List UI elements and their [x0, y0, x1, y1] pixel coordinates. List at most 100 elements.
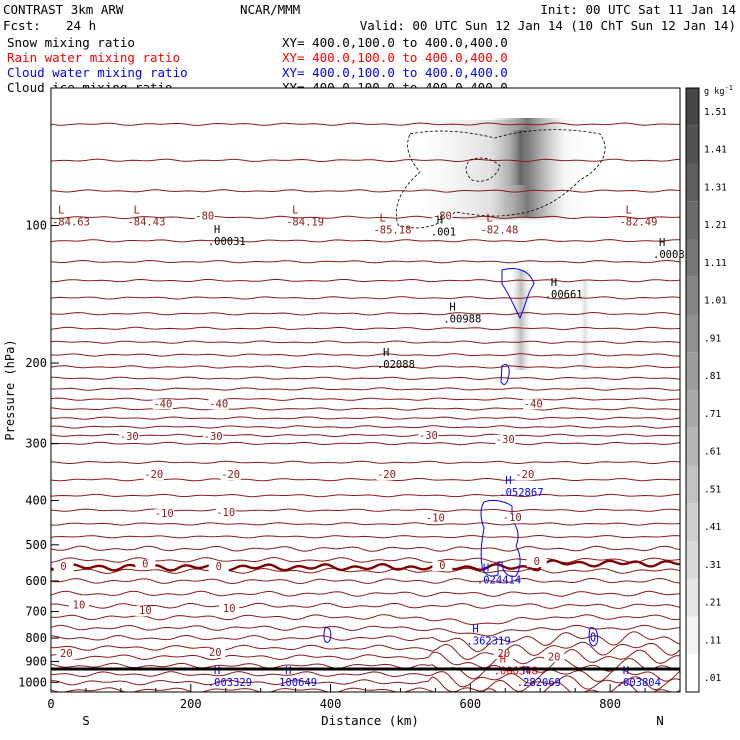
isotherm	[51, 508, 680, 512]
extremum-marker: H	[523, 665, 529, 677]
colorbar-label: .01	[704, 673, 721, 684]
cloud-ice-outline-main	[395, 129, 606, 229]
isotherm	[51, 493, 680, 498]
x-tick-label: 800	[599, 697, 621, 711]
isotherm	[51, 567, 680, 574]
isotherm	[51, 624, 680, 637]
snow-shading	[420, 118, 590, 370]
isotherm	[51, 158, 680, 163]
isotherm	[51, 657, 680, 680]
contour-label: 10	[139, 605, 152, 617]
colorbar-swatch	[686, 427, 699, 466]
y-tick-label: 900	[25, 654, 47, 668]
x-tick-label: 0	[47, 697, 54, 711]
y-tick-label: 300	[25, 436, 47, 450]
isotherm	[51, 259, 680, 264]
cloud-water-outline-sfc-2	[588, 627, 599, 647]
isotherm	[51, 376, 680, 381]
temperature-labels: -80 -80 -40 -40 -40 -30 -30 -30 -30 -20 -20 -20 -20 -…	[53, 210, 565, 663]
isotherm	[51, 416, 680, 420]
contour-label: -30	[204, 431, 223, 443]
contour-label: -80	[195, 210, 214, 222]
contour-label-bg	[220, 469, 241, 480]
x-tick-label: 400	[320, 697, 342, 711]
colorbar-label: .11	[704, 635, 721, 646]
extremum-marker: L	[625, 204, 631, 216]
isotherm	[51, 614, 680, 626]
isotherm	[51, 522, 680, 526]
colorbar-frame	[685, 87, 700, 693]
colorbar-unit: g kg-1	[704, 84, 733, 97]
colorbar-swatch	[686, 163, 699, 202]
contour-label-bg	[53, 562, 74, 573]
colorbar-label: 1.51	[704, 107, 727, 118]
legend-label-rain: Rain water mixing ratio	[7, 50, 180, 65]
cloud-ice-contour	[395, 129, 606, 229]
extremum-value: -85.18	[373, 225, 411, 237]
cloud-water-outline-sfc-3	[590, 632, 596, 642]
contour-label: -40	[153, 398, 172, 410]
contour-label-bg	[135, 559, 156, 570]
isotherm	[51, 340, 680, 344]
colorbar-label: .81	[704, 371, 721, 382]
extrema-labels: L-84.63L-84.43L-84.19 L-85.18L-82.48L-82.…	[52, 204, 685, 689]
extremum-marker: L	[58, 204, 64, 216]
extremum-value: .02088	[377, 359, 415, 371]
contour-label: -20	[377, 469, 396, 481]
y-tick-label: 200	[25, 356, 47, 370]
y-tick-label: 600	[25, 574, 47, 588]
colorbar-label: .51	[704, 484, 721, 495]
contour-label: -20	[144, 469, 163, 481]
contour-label: 20	[498, 648, 511, 660]
isotherm	[51, 387, 680, 391]
extremum-value: .024414	[477, 575, 521, 587]
contour-label: -20	[221, 469, 240, 481]
extremum-value: -84.19	[286, 216, 324, 228]
extremum-marker: H	[659, 237, 665, 249]
contour-label-bg	[432, 561, 453, 572]
extremum-value: .001	[431, 227, 456, 239]
extremum-marker: H	[437, 215, 443, 227]
cloud-ice-outline-inner	[465, 157, 501, 182]
contour-label: -40	[524, 398, 543, 410]
contour-label: -10	[216, 507, 235, 519]
isotherm-zero	[51, 559, 680, 572]
isotherm	[51, 556, 680, 564]
header-center: NCAR/MMM	[240, 2, 300, 17]
contour-label: -10	[426, 513, 445, 525]
extremum-value: .282069	[517, 677, 561, 689]
extremum-marker: H	[623, 665, 629, 677]
contour-label-bg	[523, 399, 544, 410]
extremum-marker: H	[214, 224, 220, 236]
colorbar-label: .91	[704, 333, 721, 344]
colorbar-label: .31	[704, 560, 721, 571]
legend-label-snow: Snow mixing ratio	[7, 35, 135, 50]
extremum-value: -82.48	[480, 225, 518, 237]
contour-label-bg	[376, 469, 397, 480]
y-tick-label: 400	[25, 494, 47, 508]
isotherm	[51, 545, 680, 552]
contour-label: -30	[419, 430, 438, 442]
axes: 0 200 400 600 800100200300400500600700800900…	[18, 219, 646, 711]
cloud-water-outline-upper	[501, 268, 535, 320]
extremum-marker: L	[292, 204, 298, 216]
x-axis-title: Distance (km)	[321, 713, 419, 728]
contour-label-bg	[68, 600, 89, 611]
cloud-water-outline-mid	[500, 363, 510, 385]
isotherm	[51, 675, 680, 692]
endpoint-right: N	[656, 713, 664, 728]
isotherm	[51, 326, 680, 331]
extremum-value: .003329	[208, 677, 252, 689]
extremum-marker: H	[285, 665, 291, 677]
isotherm	[51, 215, 680, 220]
extremum-marker: H	[383, 347, 389, 359]
colorbar-label: .61	[704, 447, 721, 458]
colorbar-swatch	[686, 465, 699, 504]
isotherm	[51, 590, 680, 597]
isotherm	[51, 311, 680, 316]
plot-area: -80 -80 -40 -40 -40 -30 -30 -30 -30 -20 -20 -20 -20 -…	[50, 87, 685, 693]
contour-label-bg	[418, 430, 439, 441]
contour-label: -10	[155, 508, 174, 520]
contour-label: -20	[515, 469, 534, 481]
